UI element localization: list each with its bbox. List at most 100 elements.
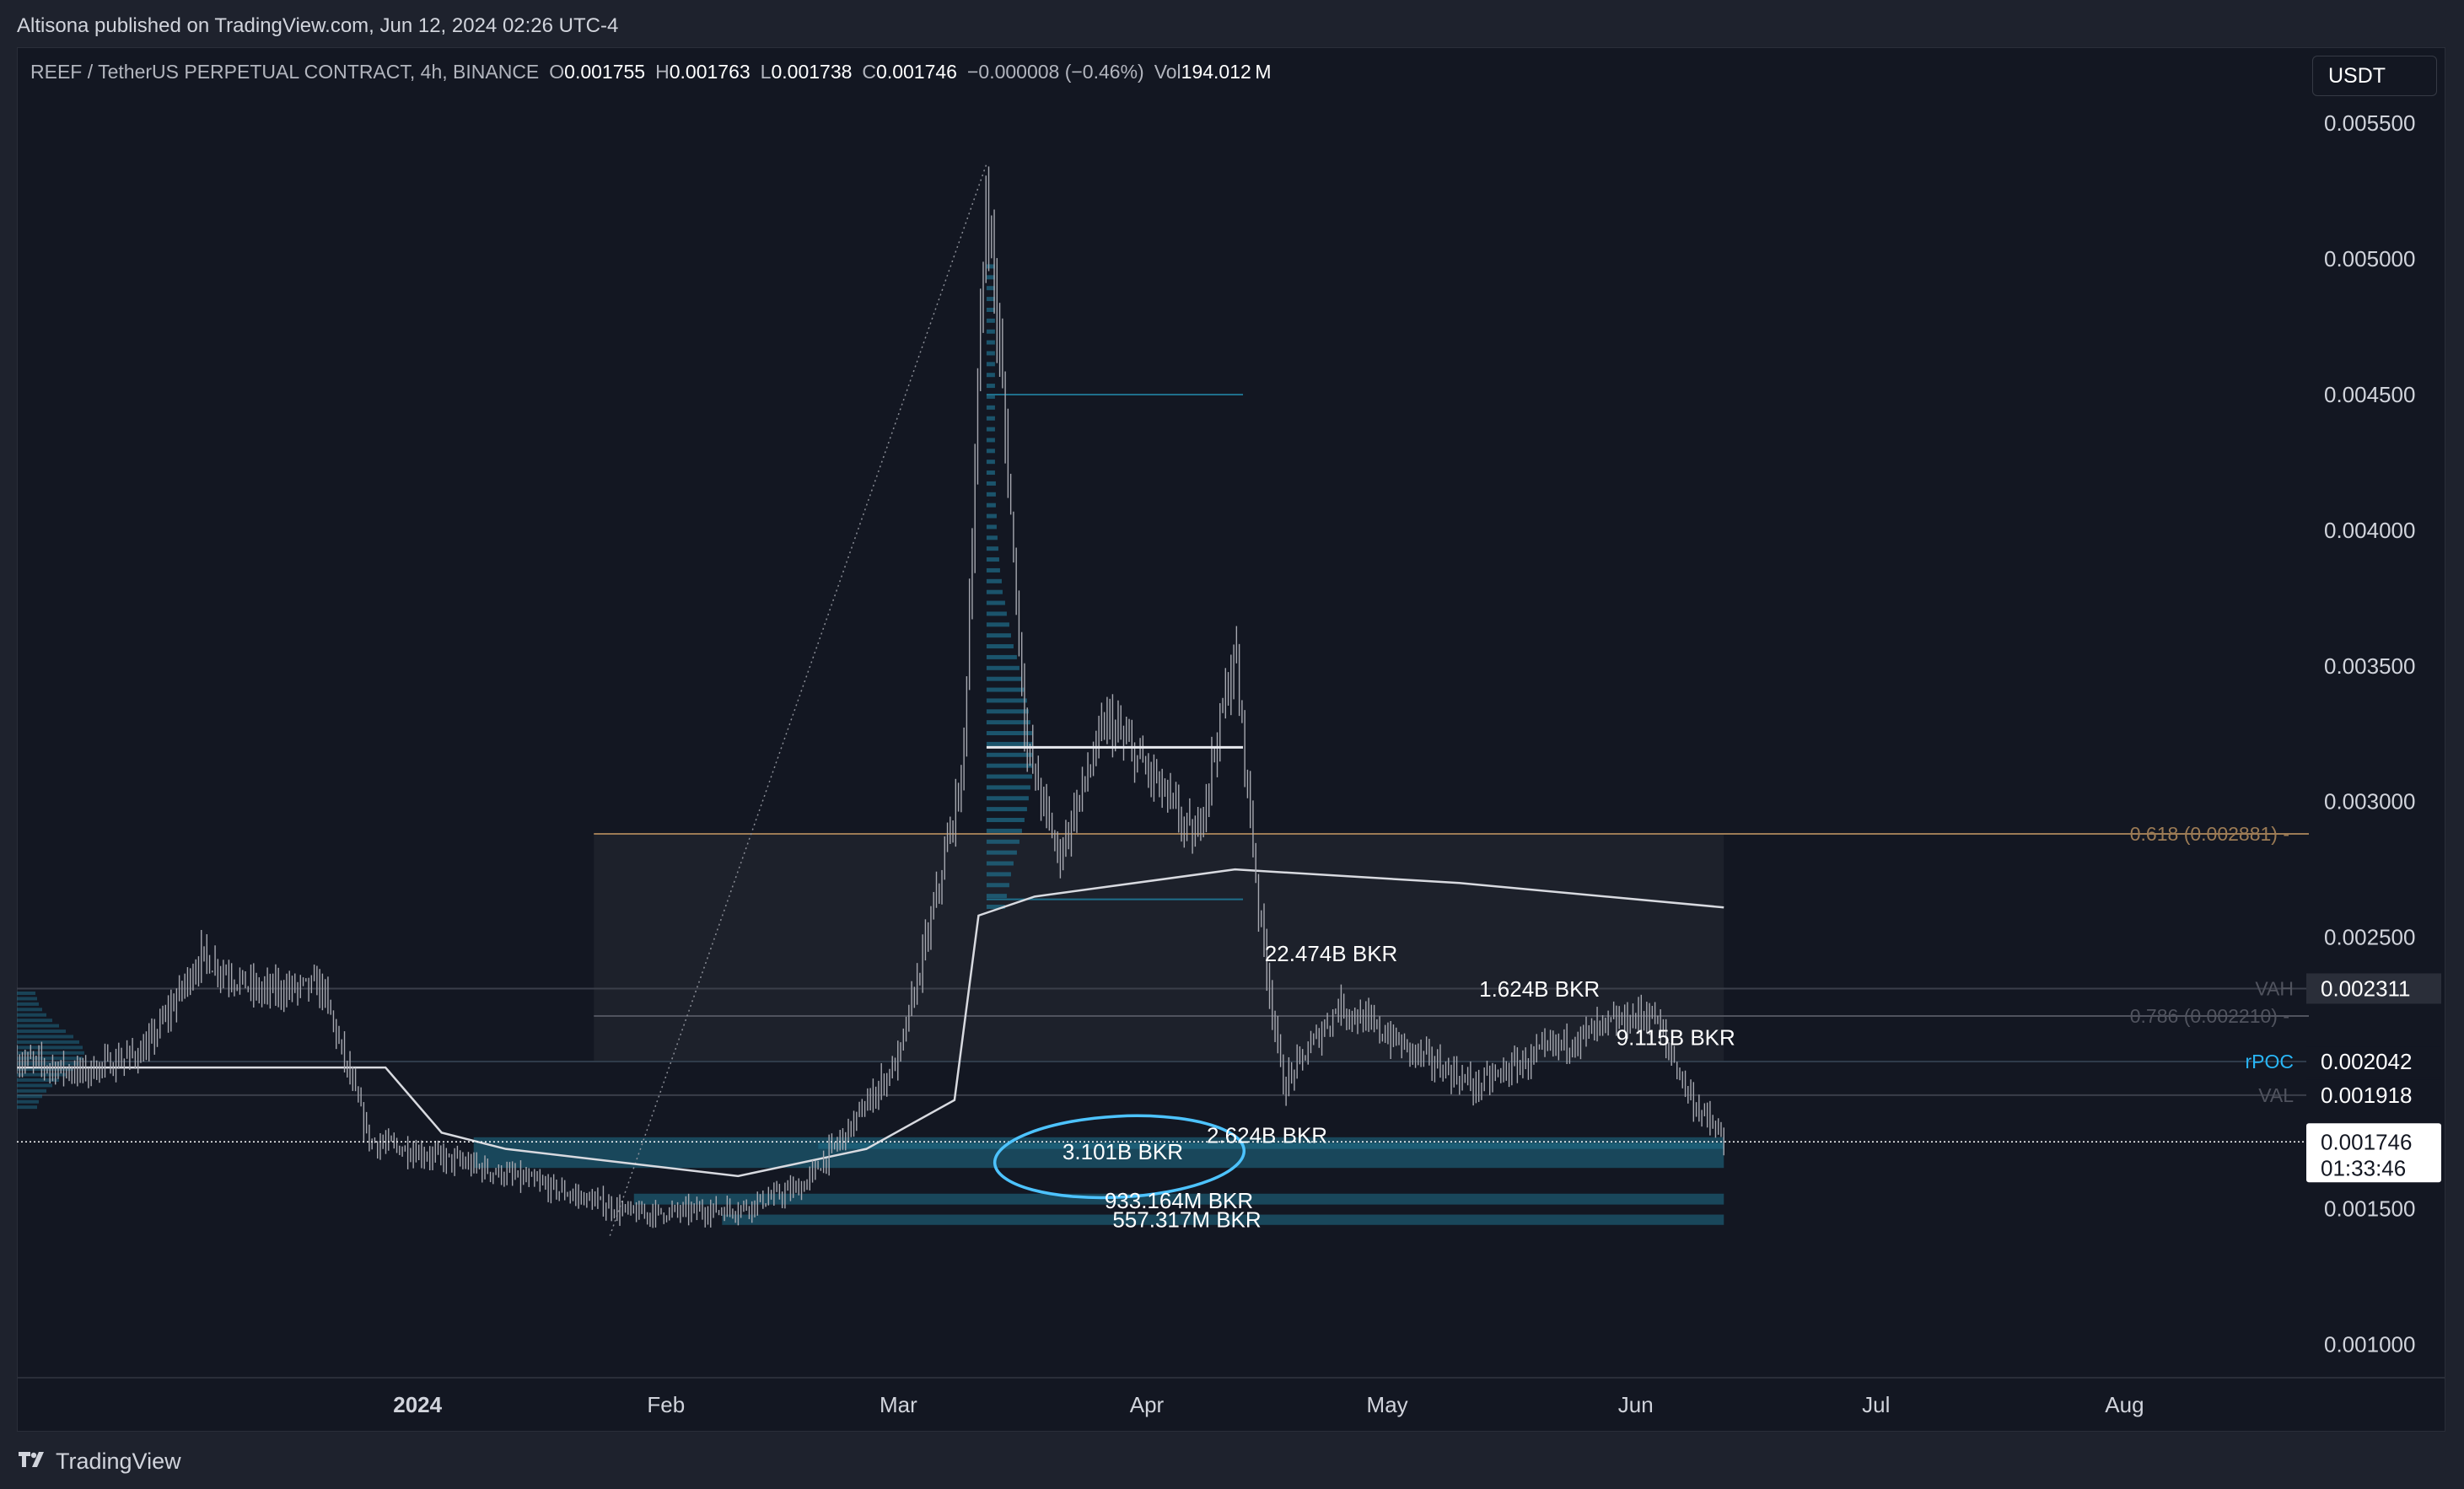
y-tick-label: 0.005000 (2324, 246, 2415, 271)
volume-profile-bar (17, 1083, 52, 1088)
high-value: 0.001763 (669, 61, 750, 83)
x-tick-label: May (1367, 1392, 1408, 1417)
volume-profile-bar (986, 492, 996, 497)
volume-profile-bar (986, 872, 1011, 877)
volume-profile-bar (986, 427, 995, 432)
fib-label: 0.786 (0.002210) - (2130, 1005, 2289, 1027)
volume-profile-bar (986, 752, 1033, 757)
currency-button[interactable]: USDT (2312, 56, 2437, 96)
x-tick-label: Apr (1130, 1392, 1165, 1417)
level-label: rPOC (2246, 1051, 2295, 1072)
volume-profile-bar (17, 1008, 42, 1012)
volume-profile-bar (986, 818, 1025, 823)
symbol-title: REEF / TetherUS PERPETUAL CONTRACT, 4h, … (30, 61, 540, 83)
volume-profile-bar (17, 1078, 59, 1082)
bkr-annotation: 2.624B BKR (1207, 1123, 1327, 1148)
volume-profile-bar (17, 1035, 73, 1039)
fib-label: 0.618 (0.002881) - (2130, 823, 2289, 845)
volume-profile-bar (986, 513, 997, 519)
y-tick-label: 0.004000 (2324, 518, 2415, 543)
y-tick-label: 0.001000 (2324, 1331, 2415, 1357)
close-value: 0.001746 (876, 61, 957, 83)
x-tick-label: Mar (880, 1392, 917, 1417)
volume-profile-bar (986, 394, 995, 399)
volume-profile-bar (986, 470, 995, 476)
volume-profile-bar (17, 1024, 59, 1028)
countdown-value: 01:33:46 (2321, 1155, 2406, 1180)
liquidity-zone (722, 1214, 1724, 1225)
volume-profile-bar (986, 557, 999, 562)
volume-profile-bar (17, 1099, 39, 1104)
volume-profile-bar (17, 1002, 39, 1006)
volume-profile-bar (986, 340, 995, 345)
volume-profile-bar (986, 329, 995, 334)
volume-profile-bar (986, 535, 998, 540)
volume-profile-bar (986, 307, 995, 312)
low-value: 0.001738 (771, 61, 853, 83)
volume-profile-bar (986, 503, 996, 508)
volume-profile-bar (986, 546, 998, 551)
volume-profile-bar (17, 1094, 42, 1099)
volume-value: 194.012 M (1181, 61, 1272, 83)
highlight-circle (993, 1114, 1246, 1200)
volume-profile-bar (986, 318, 995, 323)
volume-profile-bar (17, 1089, 46, 1093)
volume-profile-bar (17, 1013, 46, 1017)
volume-profile-bar (986, 796, 1029, 801)
volume-profile-bar (986, 405, 995, 410)
volume-profile-bar (986, 362, 995, 367)
volume-profile-bar (986, 351, 995, 356)
volume-profile-bar (986, 481, 996, 486)
volume-profile-bar (17, 1046, 83, 1050)
y-tick-label: 0.005500 (2324, 110, 2415, 136)
low-key: L (760, 61, 772, 83)
price-chart[interactable]: 0.618 (0.002881) - 0.786 (0.002210) - 22.4… (17, 47, 2445, 1432)
level-tag (2306, 1046, 2441, 1078)
volume-profile-bar (986, 578, 1002, 583)
bkr-annotation: 22.474B BKR (1265, 941, 1398, 966)
volume-profile-bar (986, 698, 1027, 703)
volume-profile-bar (986, 622, 1009, 627)
volume-profile-bar (986, 449, 995, 454)
volume-profile-bar (986, 731, 1032, 736)
candles (17, 166, 1724, 1228)
high-key: H (655, 61, 670, 83)
volume-profile-bar (986, 894, 1007, 899)
bkr-annotation: 933.164M BKR (1105, 1188, 1253, 1213)
trend-line (609, 164, 987, 1236)
volume-profile-bar (986, 709, 1029, 714)
volume-profile-bar (986, 524, 997, 529)
volume-profile-bar (986, 297, 995, 302)
volume-profile-bar (986, 741, 1033, 746)
range-box (594, 834, 1724, 1062)
volume-profile-bar (17, 997, 37, 1001)
volume-profile-bar (986, 687, 1025, 692)
level-value: 0.002311 (2321, 976, 2411, 1001)
last-price-tag (2306, 1123, 2441, 1183)
volume-profile-bar (17, 1029, 66, 1034)
bkr-annotation: 557.317M BKR (1112, 1207, 1261, 1232)
volume-profile-bar (986, 438, 995, 443)
volume-profile-bar (986, 785, 1030, 790)
volume-profile-bar (986, 611, 1007, 616)
ohlc-legend: REEF / TetherUS PERPETUAL CONTRACT, 4h, … (30, 61, 1272, 83)
volume-profile-bar (986, 654, 1017, 659)
level-label: VAH (2255, 977, 2294, 999)
volume-profile-bar (17, 1040, 79, 1044)
volume-profile-bar (986, 720, 1030, 725)
volume-profile-bar (17, 991, 35, 995)
x-tick-label: Aug (2105, 1392, 2144, 1417)
volume-profile-bar (986, 275, 995, 280)
close-key: C (862, 61, 877, 83)
volume-profile-bar (17, 1019, 52, 1023)
volume-profile-bar (986, 373, 995, 378)
volume-profile-bar (17, 1067, 73, 1072)
y-tick-label: 0.001500 (2324, 1196, 2415, 1221)
volume-profile-bar (986, 676, 1022, 681)
y-tick-label: 0.004500 (2324, 382, 2415, 407)
volume-profile-bar (986, 763, 1033, 768)
liquidity-zone (473, 1137, 1724, 1169)
open-key: O (549, 61, 565, 83)
volume-profile-bar (986, 384, 995, 389)
x-tick-label: Feb (647, 1392, 685, 1417)
